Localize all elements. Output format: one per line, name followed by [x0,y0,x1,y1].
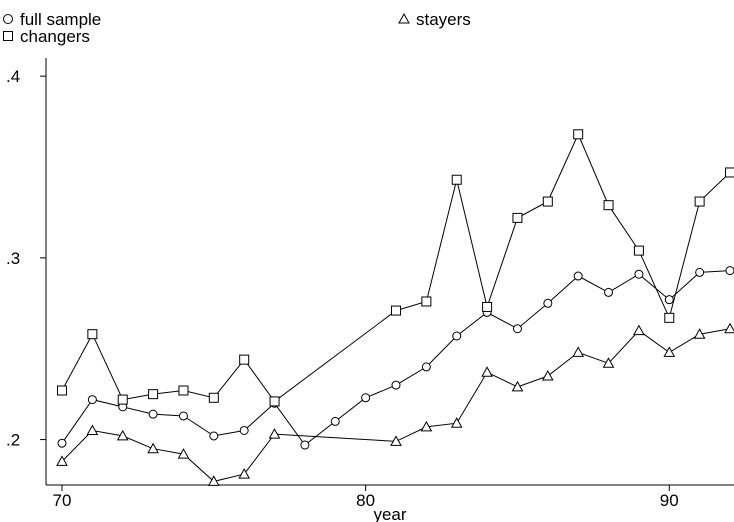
data-point-stayers [724,322,734,334]
legend-item-full-sample: full sample [3,10,101,29]
series-line-full-sample [61,270,731,446]
data-point-stayers [572,346,585,357]
data-point-stayers [238,468,251,479]
data-point-changers [57,385,67,396]
legend-label-full-sample: full sample [20,10,101,29]
legend-item-stayers: stayers [398,10,471,29]
x-axis-title: year [373,505,406,522]
data-point-full-sample [209,431,219,441]
axes [45,58,734,486]
data-point-full-sample [725,266,734,276]
data-point-changers [512,212,523,223]
data-point-changers [451,174,462,185]
series-line-changers [61,133,731,403]
data-point-full-sample [543,298,553,308]
y-ticks: .2 .3 .4 [6,67,46,450]
x-tick-label: 80 [356,491,375,510]
data-point-full-sample [573,271,583,281]
data-point-full-sample [604,287,614,297]
data-point-changers [633,245,644,256]
data-point-full-sample [634,269,644,279]
data-point-full-sample [239,425,249,435]
y-tick-label: .4 [6,67,20,86]
data-point-stayers [602,357,615,368]
data-point-changers [148,389,159,400]
y-tick-label: .2 [6,431,20,450]
data-point-stayers [693,328,706,339]
legend-marker-circle-icon [3,14,13,24]
data-point-changers [482,301,493,312]
data-point-full-sample [57,438,67,448]
data-point-full-sample [330,416,340,426]
data-point-stayers [663,346,676,357]
series-line-stayers [61,328,731,482]
data-point-changers [178,385,189,396]
data-point-changers [573,129,584,140]
data-point-changers [664,312,675,323]
series-markers [56,129,734,486]
y-tick-label: .3 [6,249,20,268]
data-point-changers [239,354,250,365]
data-point-changers [542,196,553,207]
data-point-stayers [147,442,159,454]
data-point-stayers [116,429,129,441]
data-point-changers [87,329,98,340]
data-point-full-sample [148,409,158,419]
data-point-stayers [268,428,281,439]
data-point-stayers [207,475,220,486]
data-point-stayers [541,369,554,381]
data-point-changers [391,305,401,316]
data-point-changers [208,392,219,403]
data-point-full-sample [300,440,310,450]
data-point-full-sample [391,380,401,390]
data-point-changers [421,296,432,307]
data-point-full-sample [512,324,522,334]
legend-label-stayers: stayers [416,10,471,29]
data-point-changers [725,167,734,178]
legend-item-changers: changers [3,27,90,46]
data-point-full-sample [452,331,462,341]
data-point-changers [694,196,705,207]
x-tick-label: 90 [660,491,679,510]
data-point-stayers [633,324,645,336]
legend-marker-triangle-icon [398,12,410,24]
data-point-full-sample [87,395,97,405]
data-point-full-sample [695,267,705,277]
data-point-changers [269,396,280,407]
data-point-stayers [390,435,402,446]
data-point-stayers [420,420,433,432]
data-point-stayers [86,424,99,435]
data-point-changers [603,200,614,211]
data-point-full-sample [421,362,431,372]
data-point-stayers [56,455,68,466]
x-ticks: 70 80 90 [53,485,679,510]
x-tick-label: 70 [53,491,72,510]
data-point-stayers [511,380,524,392]
data-point-stayers [450,417,463,428]
legend: full sample changers stayers [3,10,471,46]
data-point-stayers [177,448,190,459]
legend-marker-square-icon [3,31,13,41]
legend-label-changers: changers [20,27,90,46]
data-point-changers [117,394,128,405]
data-point-full-sample [178,411,188,421]
data-point-full-sample [361,393,371,403]
data-point-full-sample [664,295,674,305]
data-point-stayers [481,366,493,377]
